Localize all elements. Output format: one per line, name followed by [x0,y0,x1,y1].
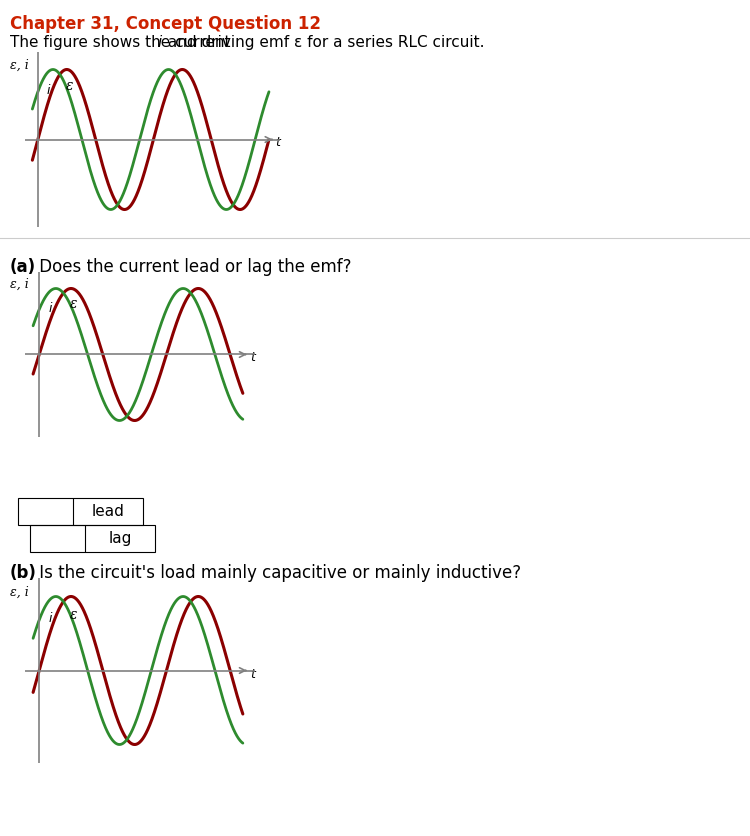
Text: Does the current lead or lag the emf?: Does the current lead or lag the emf? [34,258,351,276]
Text: The figure shows the current: The figure shows the current [10,35,236,50]
Text: (b): (b) [10,564,37,582]
Text: ε, i: ε, i [10,585,29,599]
Text: i: i [49,613,52,625]
Text: Chapter 31, Concept Question 12: Chapter 31, Concept Question 12 [10,15,321,33]
Text: t: t [250,668,255,681]
Text: ε: ε [70,608,78,622]
Bar [30,525,155,552]
Text: lead: lead [92,504,124,519]
Text: ε: ε [70,298,78,311]
Bar [18,498,143,525]
Text: i: i [46,84,50,97]
Text: t: t [275,136,280,150]
Text: and driving emf ε for a series RLC circuit.: and driving emf ε for a series RLC circu… [163,35,485,50]
Text: ε, i: ε, i [10,278,29,291]
Text: i: i [158,35,162,50]
Text: i: i [49,302,52,314]
Text: t: t [250,351,255,364]
Text: lag: lag [108,531,132,546]
Text: (a): (a) [10,258,36,276]
Text: ε: ε [66,79,74,94]
Text: Is the circuit's load mainly capacitive or mainly inductive?: Is the circuit's load mainly capacitive … [34,564,520,582]
Text: ε, i: ε, i [10,59,28,72]
